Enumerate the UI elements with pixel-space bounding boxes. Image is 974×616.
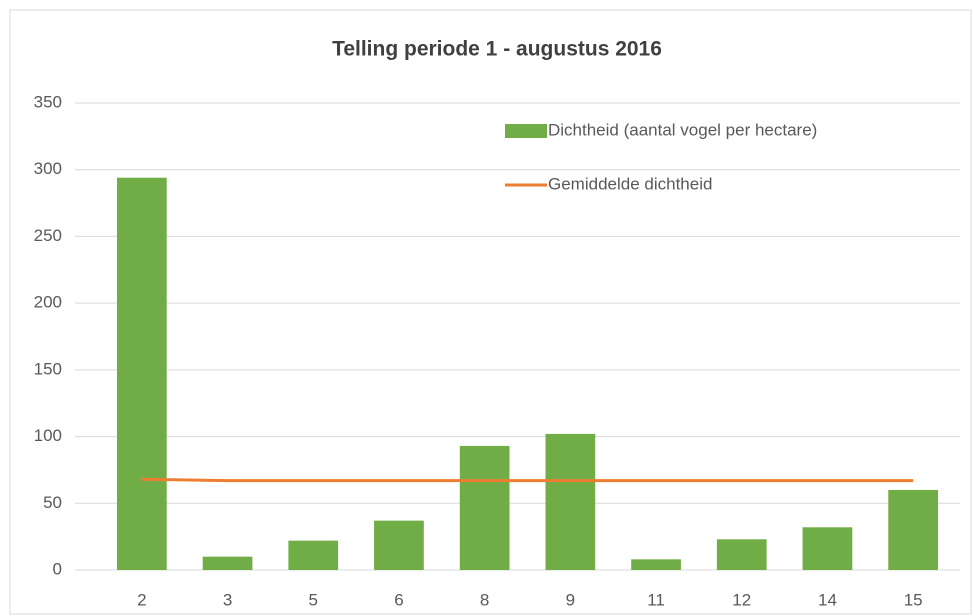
- x-tick-label: 9: [566, 590, 575, 609]
- line: [141, 477, 914, 483]
- x-tick-label: 8: [480, 590, 489, 609]
- y-tick-label: 0: [53, 559, 62, 578]
- x-tick-label: 3: [223, 590, 232, 609]
- bar: [459, 445, 510, 570]
- chart-title: Telling periode 1 - augustus 2016: [332, 38, 662, 61]
- bar: [116, 177, 167, 570]
- legend-label: Dichtheid (aantal vogel per hectare): [548, 120, 817, 139]
- y-tick-label: 100: [34, 426, 62, 445]
- y-tick-label: 300: [34, 159, 62, 178]
- bar: [374, 520, 424, 570]
- y-tick-label: 350: [34, 92, 62, 111]
- x-tick-label: 11: [647, 590, 665, 609]
- x-tick-label: 2: [137, 590, 146, 609]
- y-tick-label: 200: [34, 293, 62, 312]
- bar: [288, 540, 339, 570]
- x-tick-label: 15: [904, 590, 923, 609]
- bar: [716, 539, 767, 570]
- y-tick-label: 250: [34, 226, 62, 245]
- legend-label: Gemiddelde dichtheid: [548, 174, 712, 193]
- bar: [631, 559, 681, 570]
- bar: [802, 527, 853, 570]
- x-tick-label: 5: [309, 590, 318, 609]
- x-tick-label: 12: [732, 590, 751, 609]
- bar: [888, 489, 939, 570]
- legend-swatch: [505, 124, 547, 138]
- bar: [202, 556, 253, 570]
- x-tick-label: 6: [394, 590, 403, 609]
- y-tick-label: 50: [43, 493, 62, 512]
- x-tick-label: 14: [818, 590, 837, 609]
- bar: [545, 433, 596, 570]
- y-tick-label: 150: [34, 359, 62, 378]
